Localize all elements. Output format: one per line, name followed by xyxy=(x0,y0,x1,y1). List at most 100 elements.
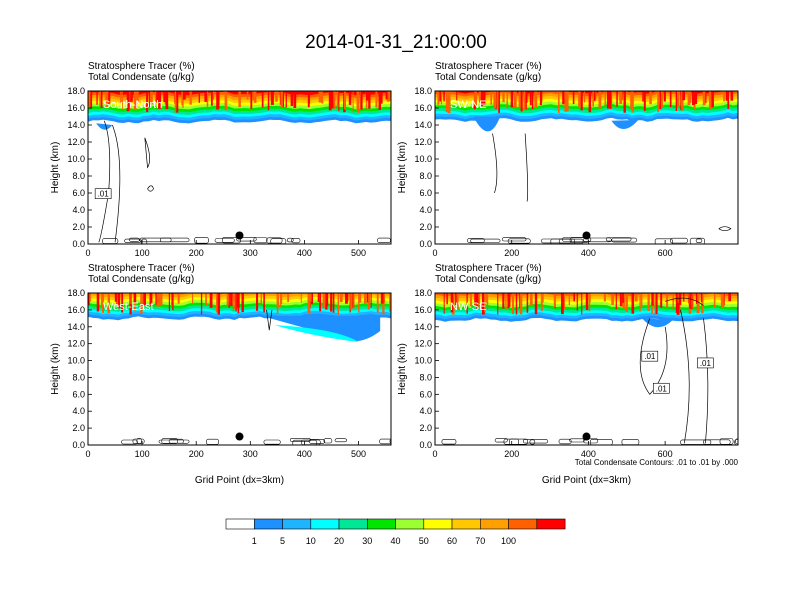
tracer-streak xyxy=(456,293,459,310)
tracer-streak xyxy=(307,293,310,313)
tracer-streak xyxy=(280,91,283,108)
tracer-streak xyxy=(116,293,118,305)
panel-subtitle-2: Total Condensate (g/kg) xyxy=(88,274,194,285)
tracer-streak xyxy=(121,293,124,313)
tracer-streak xyxy=(209,293,213,308)
y-tick-label: 0.0 xyxy=(72,239,85,249)
tracer-streak xyxy=(604,91,606,107)
colorbar-label: 20 xyxy=(334,536,344,546)
tracer-streak xyxy=(450,293,454,313)
y-tick-label: 16.0 xyxy=(414,305,432,315)
colorbar-label: 30 xyxy=(362,536,372,546)
x-tick-label: 500 xyxy=(351,248,366,258)
surface-contour xyxy=(323,438,333,444)
tracer-streak xyxy=(660,293,663,308)
tracer-streak xyxy=(143,293,146,305)
tracer-streak xyxy=(474,91,478,105)
plot-frame xyxy=(434,90,739,245)
tracer-streak xyxy=(623,91,626,113)
tracer-streak xyxy=(675,91,677,111)
tracer-streak xyxy=(198,91,200,103)
tracer-streak xyxy=(228,293,230,308)
tracer-streak xyxy=(230,293,233,307)
tracer-streak xyxy=(558,91,560,105)
tracer-streak xyxy=(241,293,244,313)
tracer-streak xyxy=(655,293,658,314)
tracer-streak xyxy=(160,293,163,306)
tracer-streak xyxy=(216,293,218,313)
y-tick-label: 2.0 xyxy=(72,222,85,232)
x-tick-label: 100 xyxy=(135,449,150,459)
tracer-streak xyxy=(493,91,496,109)
surface-contour xyxy=(611,237,638,243)
plot-area xyxy=(435,91,738,244)
tracer-streak xyxy=(578,91,581,107)
tracer-streak xyxy=(691,293,693,310)
tracer-streak xyxy=(689,293,691,309)
location-marker xyxy=(235,231,244,240)
colorbar-label: 40 xyxy=(390,536,400,546)
condensate-contour xyxy=(492,133,732,232)
tracer-streak xyxy=(336,91,339,108)
surface-contour xyxy=(719,438,734,445)
x-axis-label: Grid Point (dx=3km) xyxy=(542,475,631,486)
y-tick-label: 6.0 xyxy=(72,188,85,198)
y-tick-label: 2.0 xyxy=(419,423,432,433)
tracer-streak xyxy=(708,91,712,110)
panel-3: West-East Stratosphere Tracer (%)Total Co… xyxy=(50,263,392,486)
tracer-streak xyxy=(691,293,694,309)
colorbar: 1 5 10 20 30 40 50 60 70 100 xyxy=(225,518,566,546)
tracer-streak xyxy=(96,293,100,312)
tracer-streak xyxy=(88,91,91,107)
tracer-streak xyxy=(529,91,532,106)
tracer-streak xyxy=(498,91,500,113)
tracer-streak xyxy=(525,91,527,110)
tracer-streak xyxy=(168,293,170,312)
surface-contour xyxy=(263,439,281,445)
tracer-streak xyxy=(727,91,730,109)
tracer-streak xyxy=(688,91,692,104)
tracer-streak xyxy=(117,293,121,309)
contour-label: .01 xyxy=(656,384,668,393)
tracer-streak xyxy=(383,293,385,304)
y-tick-label: 18.0 xyxy=(414,86,432,96)
tracer-streak xyxy=(723,91,725,102)
tracer-streak xyxy=(237,293,240,313)
tracer-streak xyxy=(440,91,443,105)
y-tick-label: 18.0 xyxy=(67,288,85,298)
colorbar-swatch xyxy=(225,518,255,530)
tracer-streak xyxy=(88,293,90,306)
main-title: 2014-01-31_21:00:00 xyxy=(305,32,487,53)
tracer-streak xyxy=(333,91,336,102)
x-tick-label: 400 xyxy=(581,449,596,459)
tracer-streak xyxy=(367,293,371,310)
tracer-streak xyxy=(649,91,652,105)
colorbar-swatch xyxy=(282,518,312,530)
tracer-streak xyxy=(100,91,103,108)
y-tick-label: 16.0 xyxy=(67,103,85,113)
surface-contour xyxy=(735,438,738,445)
tracer-streak xyxy=(721,293,724,309)
y-tick-label: 14.0 xyxy=(67,322,85,332)
tracer-streak xyxy=(136,91,139,102)
plot-area xyxy=(88,91,391,244)
tracer-streak xyxy=(328,91,332,111)
colorbar-label: 1 xyxy=(252,536,257,546)
tracer-streak xyxy=(682,91,685,101)
tracer-streak xyxy=(261,91,264,108)
tracer-streak xyxy=(380,91,383,104)
y-axis-label: Height (km) xyxy=(50,343,61,395)
tracer-streak xyxy=(176,91,179,113)
tracer-streak xyxy=(107,293,110,314)
tracer-streak xyxy=(568,293,570,305)
tracer-streak xyxy=(156,293,159,307)
tracer-streak xyxy=(512,293,514,315)
tracer-streak xyxy=(165,91,167,103)
x-tick-label: 100 xyxy=(135,248,150,258)
tracer-pocket xyxy=(96,123,113,130)
tracer-streak xyxy=(353,293,355,309)
surface-contour xyxy=(507,238,531,244)
surface-contour xyxy=(562,237,592,242)
tracer-streak xyxy=(370,293,372,308)
tracer-streak xyxy=(484,293,486,313)
